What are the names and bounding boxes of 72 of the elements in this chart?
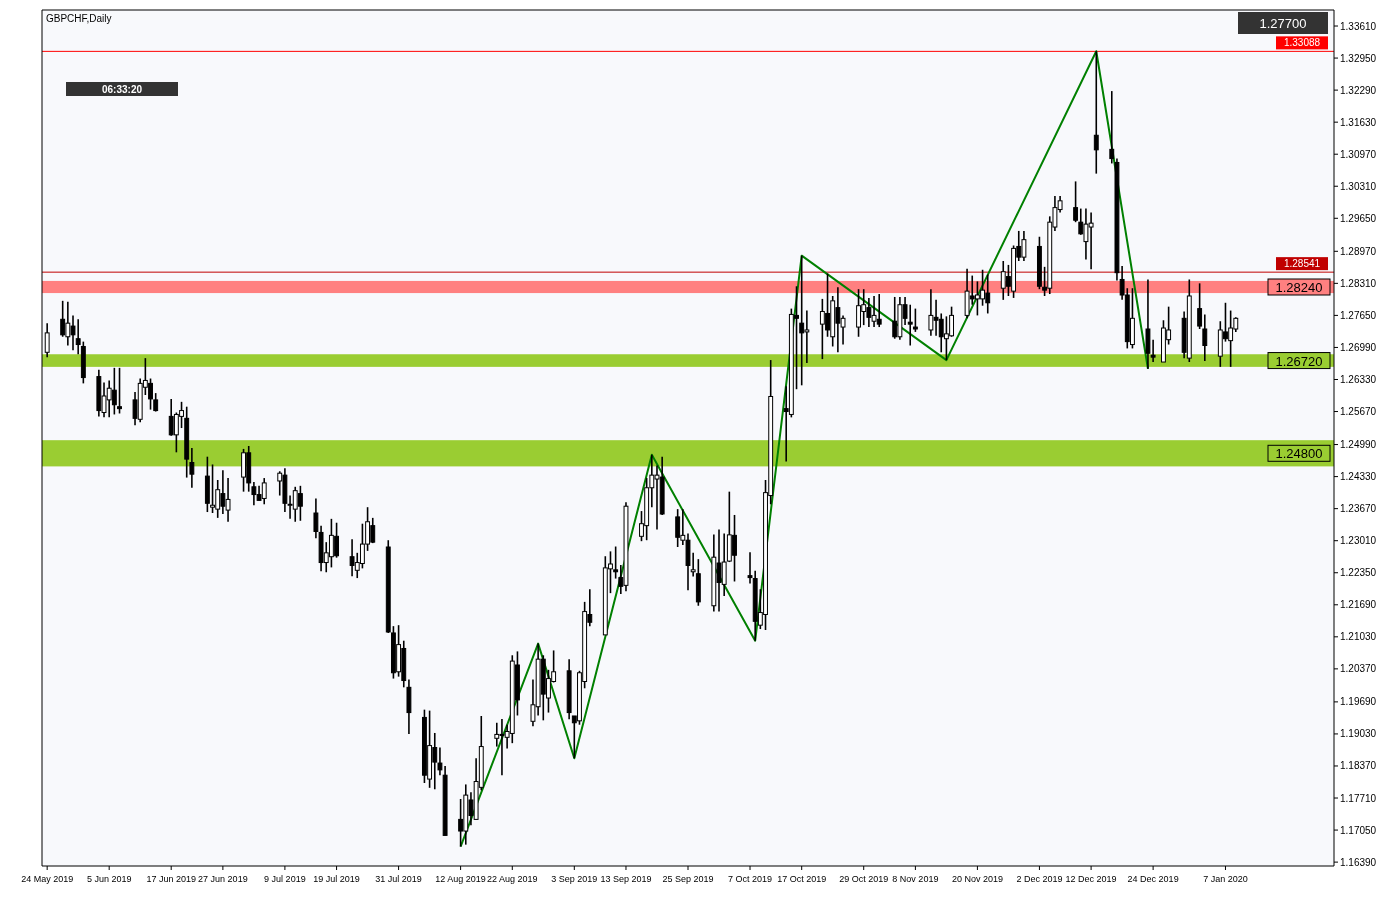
x-tick-label: 2 Dec 2019 bbox=[1016, 874, 1063, 884]
y-tick-label: 1.26990 bbox=[1340, 341, 1377, 353]
y-tick-label: 1.16390 bbox=[1340, 856, 1377, 868]
band-label: 1.26720 bbox=[1275, 353, 1323, 369]
y-tick-label: 1.27650 bbox=[1340, 309, 1377, 321]
x-tick-label: 17 Jun 2019 bbox=[146, 874, 196, 884]
candlestick bbox=[297, 485, 303, 522]
candlestick bbox=[1197, 282, 1203, 330]
candlestick bbox=[912, 307, 918, 333]
candlestick bbox=[799, 254, 805, 387]
candlestick bbox=[892, 296, 898, 340]
ref-line-label: 1.28541 bbox=[1283, 258, 1321, 270]
x-tick-label: 8 Nov 2019 bbox=[892, 874, 939, 884]
timer-label: 06:33:20 bbox=[66, 82, 178, 96]
x-tick-label: 22 Aug 2019 bbox=[487, 874, 538, 884]
candlestick bbox=[111, 367, 117, 416]
ref-line-label: 1.33088 bbox=[1283, 37, 1321, 49]
y-tick-label: 1.17050 bbox=[1340, 824, 1377, 836]
x-tick-label: 12 Dec 2019 bbox=[1065, 874, 1117, 884]
chart-title: GBPCHF,Daily bbox=[46, 13, 112, 24]
y-tick-label: 1.29650 bbox=[1340, 212, 1377, 224]
y-tick-label: 1.33610 bbox=[1340, 20, 1377, 32]
candlestick bbox=[117, 367, 122, 415]
x-tick-label: 7 Jan 2020 bbox=[1203, 874, 1248, 884]
y-tick-label: 1.31630 bbox=[1340, 116, 1377, 128]
candlestick bbox=[458, 798, 464, 848]
y-tick-label: 1.19030 bbox=[1340, 728, 1377, 740]
x-tick-label: 29 Oct 2019 bbox=[839, 874, 889, 884]
candlestick bbox=[1073, 180, 1079, 223]
band-label: 1.24800 bbox=[1275, 446, 1323, 462]
y-tick-label: 1.23010 bbox=[1340, 535, 1377, 547]
price-label: 1.27700 bbox=[1238, 12, 1328, 34]
candlestick bbox=[675, 508, 681, 548]
line-series bbox=[459, 50, 1149, 848]
y-tick-label: 1.32950 bbox=[1340, 52, 1377, 64]
y-tick-label: 1.26330 bbox=[1340, 373, 1377, 385]
x-tick-label: 3 Sep 2019 bbox=[551, 874, 598, 884]
annotation: 06:33:20 bbox=[101, 84, 143, 95]
x-tick-label: 13 Sep 2019 bbox=[600, 874, 652, 884]
y-tick-label: 1.28970 bbox=[1340, 245, 1377, 257]
y-tick-label: 1.28310 bbox=[1340, 277, 1377, 289]
y-tick-label: 1.32290 bbox=[1340, 84, 1377, 96]
x-tick-label: 12 Aug 2019 bbox=[435, 874, 486, 884]
y-tick-label: 1.18370 bbox=[1340, 760, 1377, 772]
x-tick-label: 27 Jun 2019 bbox=[198, 874, 248, 884]
x-tick-label: 24 Dec 2019 bbox=[1127, 874, 1179, 884]
annotation: 1.27700 bbox=[1259, 16, 1307, 31]
x-tick-label: 7 Oct 2019 bbox=[728, 874, 773, 884]
y-tick-label: 1.21030 bbox=[1340, 631, 1377, 643]
x-tick-label: 17 Oct 2019 bbox=[777, 874, 827, 884]
y-tick-label: 1.21690 bbox=[1340, 599, 1377, 611]
candlestick bbox=[1202, 313, 1208, 362]
y-tick-label: 1.22350 bbox=[1340, 567, 1377, 579]
y-tick-label: 1.20370 bbox=[1340, 663, 1377, 675]
y-tick-label: 1.24990 bbox=[1340, 439, 1377, 451]
band-label: 1.28240 bbox=[1275, 280, 1323, 295]
y-tick-label: 1.17710 bbox=[1340, 792, 1377, 804]
y-tick-label: 1.19690 bbox=[1340, 696, 1377, 708]
x-tick-label: 20 Nov 2019 bbox=[951, 874, 1003, 884]
y-tick-label: 1.25670 bbox=[1340, 406, 1377, 418]
x-tick-label: 31 Jul 2019 bbox=[375, 874, 422, 884]
x-tick-label: 5 Jun 2019 bbox=[86, 874, 132, 884]
candlestick bbox=[60, 300, 66, 338]
candlestick bbox=[1093, 50, 1099, 175]
x-tick-label: 25 Sep 2019 bbox=[662, 874, 714, 884]
x-tick-label: 9 Jul 2019 bbox=[264, 874, 306, 884]
y-tick-label: 1.23670 bbox=[1340, 503, 1377, 515]
y-tick-label: 1.30310 bbox=[1340, 180, 1377, 192]
y-tick-label: 1.24330 bbox=[1340, 471, 1377, 483]
x-tick-label: 19 Jul 2019 bbox=[313, 874, 360, 884]
y-tick-label: 1.30970 bbox=[1340, 148, 1377, 160]
x-tick-label: 24 May 2019 bbox=[21, 874, 74, 884]
